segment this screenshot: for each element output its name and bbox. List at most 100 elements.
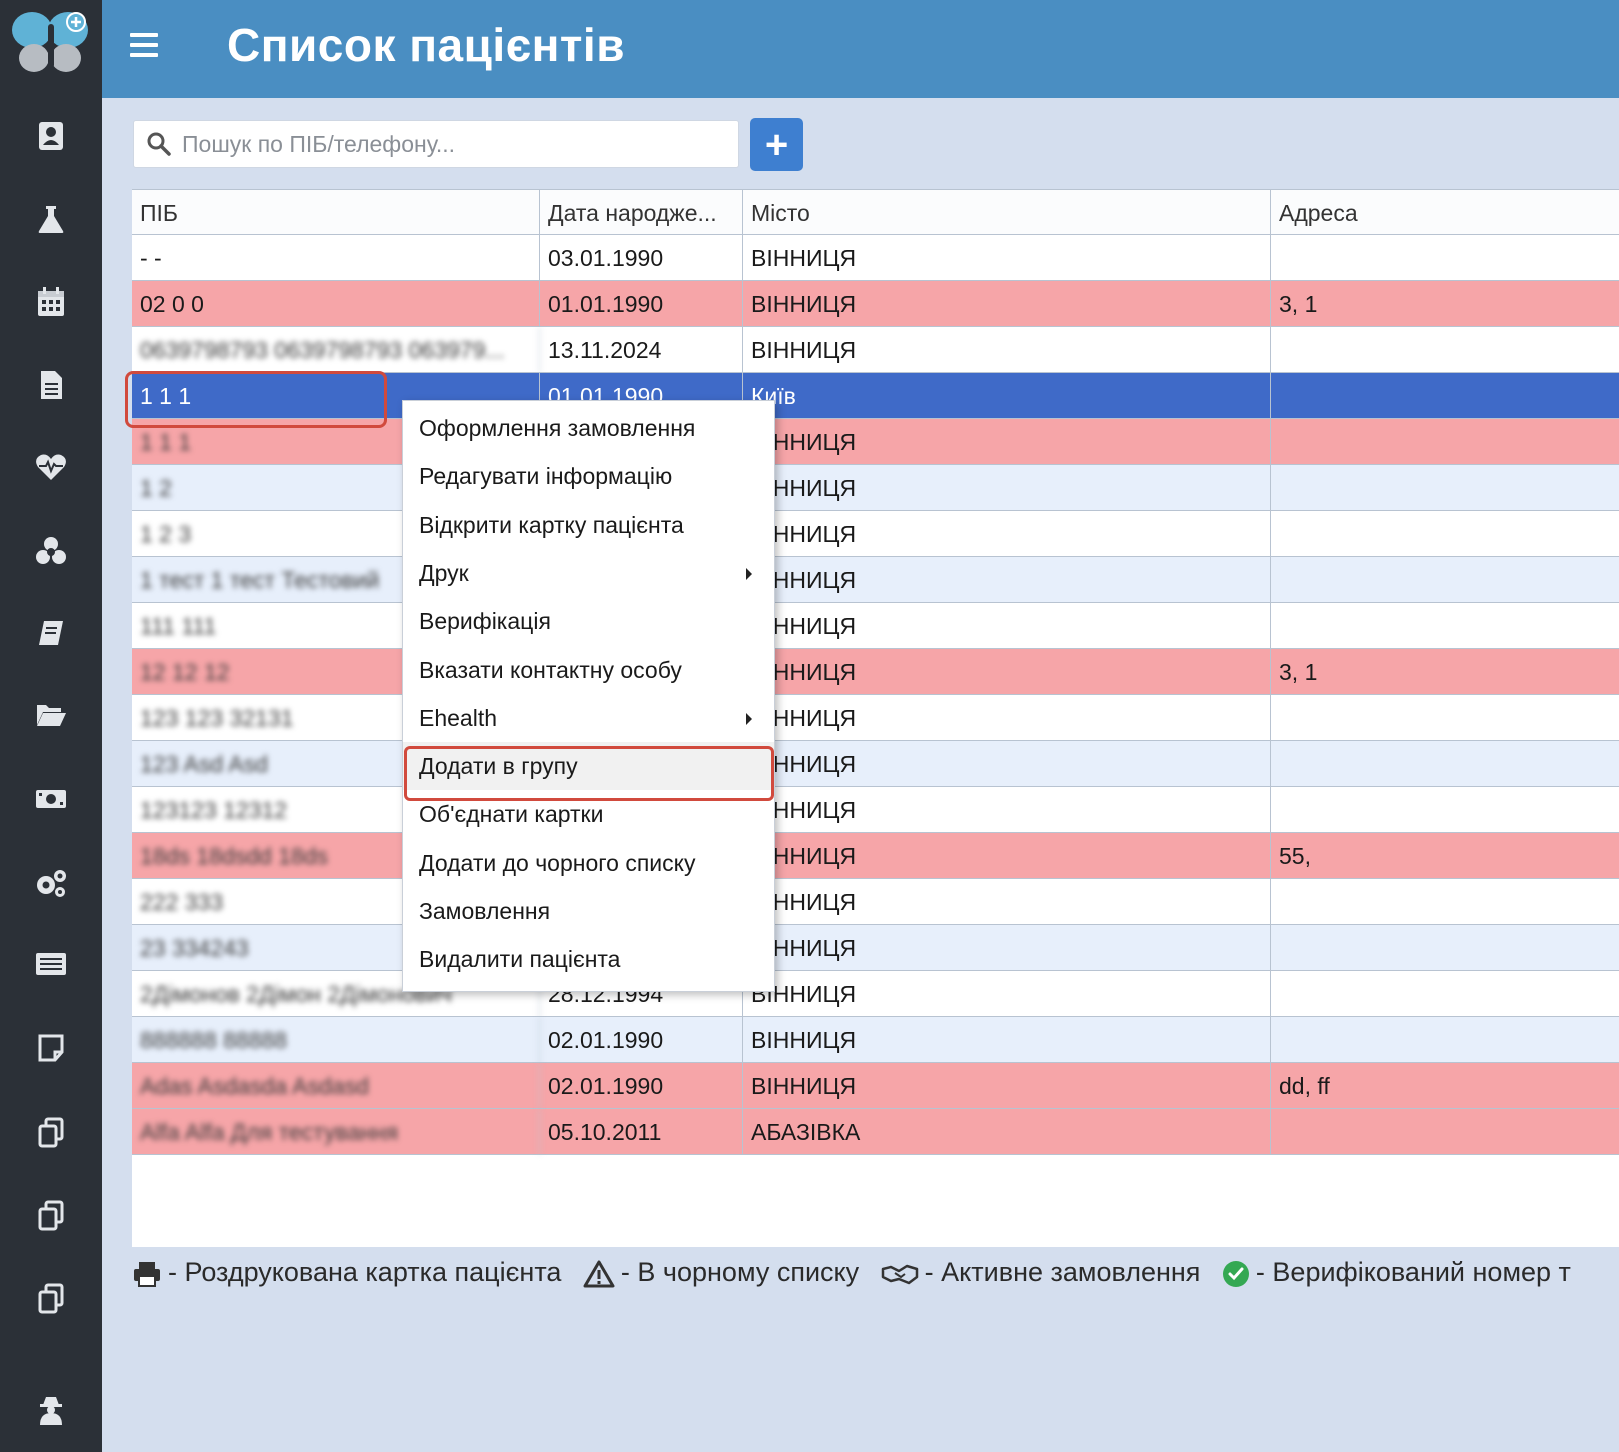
city-cell: Київ (743, 373, 1271, 419)
add-patient-button[interactable]: + (750, 118, 803, 171)
butterfly-logo-icon[interactable] (10, 6, 92, 78)
cogs-icon[interactable] (31, 867, 71, 903)
table-row[interactable]: 888888 88888 02.01.1990 ВІННИЦЯ (132, 1017, 1619, 1063)
context-menu-item[interactable]: Замовлення (403, 887, 774, 935)
context-menu-item-label: Замовлення (419, 898, 551, 924)
column-header-dob[interactable]: Дата народже... (540, 190, 743, 236)
list-icon[interactable] (31, 950, 71, 986)
note-icon[interactable] (31, 1033, 71, 1069)
page-title: Список пацієнтів (227, 19, 625, 71)
calendar-icon[interactable] (31, 286, 71, 322)
legend: - Роздрукована картка пацієнта - В чорно… (132, 1247, 1619, 1297)
heartbeat-icon[interactable] (31, 452, 71, 488)
search-icon (147, 132, 171, 156)
patient-name-cell: Adas Asdasda Asdasd (132, 1063, 540, 1109)
context-menu-item[interactable]: Видалити пацієнта (403, 935, 774, 983)
city-cell: ВІННИЦЯ (743, 833, 1271, 879)
context-menu-item[interactable]: Оформлення замовлення (403, 404, 774, 452)
table-row[interactable]: 1 тест 1 тест Тестовий ВІННИЦЯ (132, 557, 1619, 603)
address-cell (1271, 327, 1619, 373)
context-menu-item[interactable]: Відкрити картку пацієнта (403, 501, 774, 549)
city-cell: ВІННИЦЯ (743, 465, 1271, 511)
user-secret-icon[interactable] (31, 1395, 71, 1431)
context-menu-item[interactable]: Об'єднати картки (403, 790, 774, 838)
money-icon[interactable] (31, 784, 71, 820)
patient-name-cell: - - (132, 235, 540, 281)
table-row[interactable]: 1 2 ВІННИЦЯ (132, 465, 1619, 511)
city-cell: ВІННИЦЯ (743, 511, 1271, 557)
patient-name-cell: 1 2 3 (132, 511, 540, 557)
submenu-arrow-icon (746, 712, 752, 725)
copy-icon[interactable] (31, 1199, 71, 1235)
flask-icon[interactable] (31, 203, 71, 239)
address-cell (1271, 419, 1619, 465)
context-menu-item-label: Редагувати інформацію (419, 463, 673, 490)
copy-icon[interactable] (31, 1116, 71, 1152)
city-cell: ВІННИЦЯ (743, 649, 1271, 695)
context-menu-item[interactable]: Друк (403, 549, 774, 597)
dob-cell: 05.10.2011 (540, 1109, 743, 1155)
table-row[interactable]: Adas Asdasda Asdasd 02.01.1990 ВІННИЦЯ dd, … (132, 1063, 1619, 1109)
table-row[interactable]: 18ds 18dsdd 18ds ВІННИЦЯ 55, (132, 833, 1619, 879)
book-icon[interactable] (31, 618, 71, 654)
context-menu-item-label: Об'єднати картки (419, 801, 604, 828)
city-cell: ВІННИЦЯ (743, 741, 1271, 787)
legend-text: - В чорному списку (620, 1257, 860, 1287)
context-menu-item-label: Оформлення замовлення (419, 415, 696, 441)
context-menu-item[interactable]: Редагувати інформацію (403, 452, 774, 500)
table-row[interactable]: 2Дімонов 2Дімон 2Дімонович 28.12.1994 ВІНН… (132, 971, 1619, 1017)
table-row[interactable]: 111 111 ВІННИЦЯ (132, 603, 1619, 649)
table-row[interactable]: 02 0 0 01.01.1990 ВІННИЦЯ 3, 1 (132, 281, 1619, 327)
column-header-address[interactable]: Адреса (1279, 200, 1358, 226)
search-input[interactable] (182, 121, 732, 167)
address-cell: 3, 1 (1279, 291, 1318, 317)
table-row[interactable]: 123 Asd Asd ВІННИЦЯ (132, 741, 1619, 787)
column-header-city[interactable]: Місто (743, 190, 1271, 236)
context-menu-item-label: Додати до чорного списку (419, 849, 696, 876)
patient-name-cell: 1 1 1 (132, 373, 540, 419)
table-row[interactable]: 123123 12312 ВІННИЦЯ (132, 787, 1619, 833)
check-circle-icon (1222, 1260, 1249, 1287)
legend-item: - Активне замовлення (881, 1247, 1200, 1297)
folder-open-icon[interactable] (31, 701, 71, 737)
address-cell (1271, 1109, 1619, 1155)
context-menu-item[interactable]: Додати до чорного списку (403, 839, 774, 887)
city-cell: ВІННИЦЯ (743, 603, 1271, 649)
hamburger-menu-icon[interactable] (130, 33, 158, 61)
table-row[interactable]: 0639798793 0639798793 063979... 13.11.202… (132, 327, 1619, 373)
city-cell: ВІННИЦЯ (743, 327, 1271, 373)
legend-item: - Верифікований номер т (1222, 1247, 1571, 1297)
column-header-name[interactable]: ПІБ (132, 190, 540, 236)
table-row[interactable]: 222 333 ВІННИЦЯ (132, 879, 1619, 925)
legend-text: - Роздрукована картка пацієнта (168, 1257, 562, 1287)
copy-icon[interactable] (31, 1282, 71, 1318)
dob-cell: 03.01.1990 (540, 235, 743, 281)
city-cell: ВІННИЦЯ (743, 879, 1271, 925)
table-row[interactable]: - -03.01.1990 ВІННИЦЯ (132, 235, 1619, 281)
warning-icon (583, 1260, 615, 1288)
address-cell (1271, 557, 1619, 603)
address-cell (1271, 373, 1619, 419)
context-menu-item[interactable]: Додати в групу (403, 742, 774, 791)
table-row[interactable]: 23 334243 ВІННИЦЯ (132, 925, 1619, 971)
patient-name-cell: 12 12 12 (132, 649, 540, 695)
context-menu-item[interactable]: Вказати контактну особу (403, 646, 774, 694)
city-cell: ВІННИЦЯ (743, 419, 1271, 465)
contact-card-icon[interactable] (31, 120, 71, 156)
context-menu-item[interactable]: Ehealth (403, 694, 774, 742)
city-cell: ВІННИЦЯ (743, 235, 1271, 281)
table-row[interactable]: 123 123 32131 ВІННИЦЯ (132, 695, 1619, 741)
table-row[interactable]: 1 2 3 ВІННИЦЯ (132, 511, 1619, 557)
document-icon[interactable] (31, 369, 71, 405)
search-box[interactable] (133, 120, 739, 168)
table-row[interactable]: Alfa Alfa Для тестування 05.10.2011 АБАЗІВ… (132, 1109, 1619, 1155)
patient-name-cell: 18ds 18dsdd 18ds (132, 833, 540, 879)
table-row[interactable]: 12 12 12 ВІННИЦЯ 3, 1 (132, 649, 1619, 695)
dob-cell: 02.01.1990 (540, 1063, 743, 1109)
legend-item: - Роздрукована картка пацієнта (132, 1247, 561, 1297)
context-menu-item[interactable]: Верифікація (403, 597, 774, 645)
address-cell (1271, 465, 1619, 511)
patient-name-cell: 123123 12312 (132, 787, 540, 833)
patient-name-cell: 111 111 (132, 603, 540, 649)
biohazard-icon[interactable] (31, 535, 71, 571)
